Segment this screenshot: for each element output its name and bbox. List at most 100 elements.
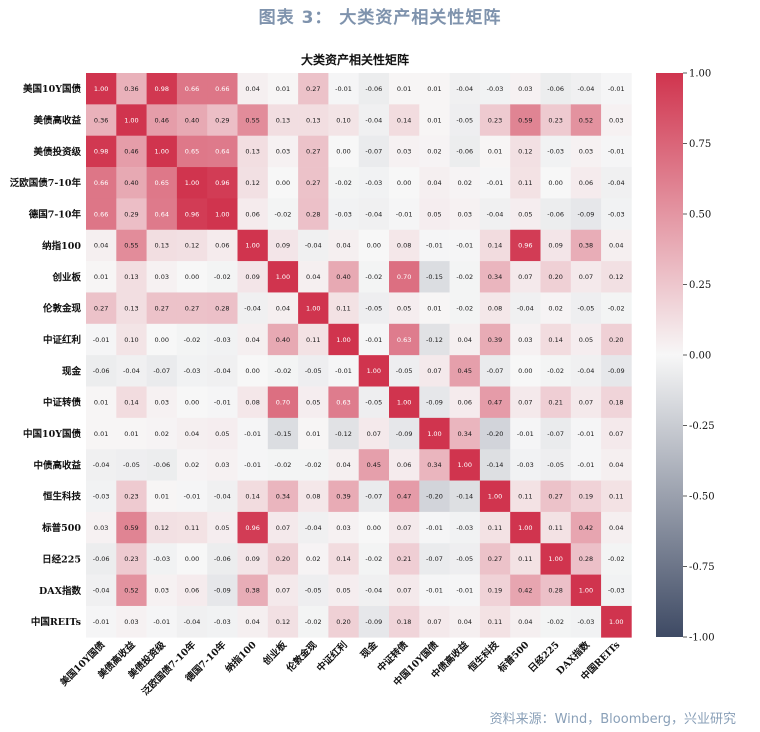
heatmap-cell xyxy=(86,229,117,262)
heatmap-cell xyxy=(267,511,299,544)
cell-value-label: -0.01 xyxy=(608,85,625,93)
heatmap-cell xyxy=(176,104,208,136)
cell-value-label: 0.39 xyxy=(336,493,350,501)
heatmap-cell xyxy=(510,574,541,607)
heatmap-cell xyxy=(146,261,178,293)
heatmap-cell xyxy=(146,229,178,262)
heatmap-cell xyxy=(510,605,541,638)
heatmap-cell xyxy=(570,198,602,231)
cell-value-label: 0.59 xyxy=(518,116,532,124)
heatmap-cell xyxy=(510,167,541,199)
cell-value-label: 0.14 xyxy=(548,336,562,344)
colorbar-tick-label: -0.50 xyxy=(689,492,715,503)
y-tick-label: 中国REITs xyxy=(31,616,81,628)
heatmap-cell xyxy=(601,417,632,450)
heatmap-cell xyxy=(570,292,602,325)
y-tick-label: 中证红利 xyxy=(43,334,81,346)
heatmap-cell xyxy=(328,229,359,262)
heatmap-cell xyxy=(510,73,541,105)
heatmap-cell xyxy=(116,511,147,544)
cell-value-label: -0.05 xyxy=(456,116,473,124)
cell-value-label: 0.05 xyxy=(306,398,320,406)
heatmap-cell xyxy=(479,292,511,325)
cell-value-label: 0.07 xyxy=(397,587,411,595)
heatmap-cell xyxy=(237,543,269,575)
heatmap-cell xyxy=(358,511,390,544)
heatmap-cell xyxy=(449,543,481,575)
heatmap-cell xyxy=(540,386,572,419)
cell-value-label: 0.09 xyxy=(245,555,259,563)
heatmap-cell xyxy=(449,104,481,136)
cell-value-label: -0.12 xyxy=(335,430,352,438)
heatmap-cell xyxy=(176,355,208,387)
cell-value-label: -0.01 xyxy=(153,618,170,626)
cell-value-label: 0.27 xyxy=(306,148,320,156)
cell-value-label: -0.02 xyxy=(335,179,352,187)
heatmap-cell xyxy=(237,605,269,638)
cell-value-label: 0.47 xyxy=(488,398,502,406)
cell-value-label: -0.02 xyxy=(184,336,201,344)
cell-value-label: -0.02 xyxy=(275,367,292,375)
cell-value-label: 0.01 xyxy=(488,148,502,156)
cell-value-label: 0.03 xyxy=(94,524,108,532)
heatmap-cell xyxy=(540,605,572,638)
colorbar-tick-label: -0.75 xyxy=(689,562,715,573)
heatmap-cell xyxy=(267,480,299,513)
heatmap-cell xyxy=(146,417,178,450)
heatmap-cell xyxy=(267,605,299,638)
heatmap-cell xyxy=(328,511,359,544)
cell-value-label: 0.38 xyxy=(579,242,593,250)
cell-value-label: 0.07 xyxy=(518,398,532,406)
cell-value-label: 0.04 xyxy=(609,524,623,532)
cell-value-label: 0.96 xyxy=(518,242,532,250)
cell-value-label: -0.01 xyxy=(214,398,231,406)
figure-title: 图表 3： 大类资产相关性矩阵 xyxy=(258,8,502,28)
heatmap-cell xyxy=(389,323,420,356)
heatmap-cell xyxy=(479,574,511,607)
heatmap-cell xyxy=(479,511,511,544)
cell-value-label: 0.07 xyxy=(579,273,593,281)
colorbar-tick-label: 1.00 xyxy=(689,69,711,80)
heatmap-cell xyxy=(116,292,147,325)
heatmap-cell xyxy=(237,480,269,513)
cell-value-label: 0.52 xyxy=(579,116,593,124)
heatmap-cell xyxy=(207,167,238,199)
cell-value-label: 0.23 xyxy=(488,116,502,124)
heatmap-cell xyxy=(267,417,299,450)
heatmap-cell xyxy=(510,386,541,419)
heatmap-cell xyxy=(267,198,299,231)
cell-value-label: 0.27 xyxy=(94,304,108,312)
heatmap-cell xyxy=(116,323,147,356)
cell-value-label: 0.01 xyxy=(94,430,108,438)
cell-value-label: 0.07 xyxy=(276,524,290,532)
x-tick-label: 纳指100 xyxy=(223,639,259,675)
cell-value-label: 0.98 xyxy=(155,85,169,93)
cell-value-label: -0.02 xyxy=(456,304,473,312)
heatmap-cell xyxy=(86,605,117,638)
y-tick-label: 德国7-10年 xyxy=(29,209,82,221)
cell-value-label: -0.14 xyxy=(487,461,504,469)
heatmap-cell xyxy=(601,261,632,293)
cell-value-label: 0.39 xyxy=(488,336,502,344)
cell-value-label: 0.70 xyxy=(276,398,290,406)
cell-value-label: 0.40 xyxy=(336,273,350,281)
cell-value-label: 0.03 xyxy=(155,273,169,281)
heatmap-cell xyxy=(570,605,602,638)
heatmap-cell xyxy=(449,261,481,293)
heatmap-cell xyxy=(328,135,359,168)
chart-title: 大类资产相关性矩阵 xyxy=(301,52,409,67)
cell-value-label: -0.06 xyxy=(456,148,473,156)
heatmap-cell xyxy=(146,543,178,575)
cell-value-label: 0.47 xyxy=(397,493,411,501)
heatmap-cell xyxy=(570,386,602,419)
cell-value-label: 0.20 xyxy=(609,336,623,344)
cell-value-label: -0.05 xyxy=(578,304,595,312)
cell-value-label: 0.28 xyxy=(215,304,229,312)
heatmap-cell xyxy=(358,323,390,356)
heatmap-cell xyxy=(449,480,481,513)
heatmap-cell xyxy=(601,480,632,513)
heatmap-cell xyxy=(207,292,238,325)
heatmap-cell xyxy=(540,73,572,105)
heatmap-cell xyxy=(479,449,511,481)
